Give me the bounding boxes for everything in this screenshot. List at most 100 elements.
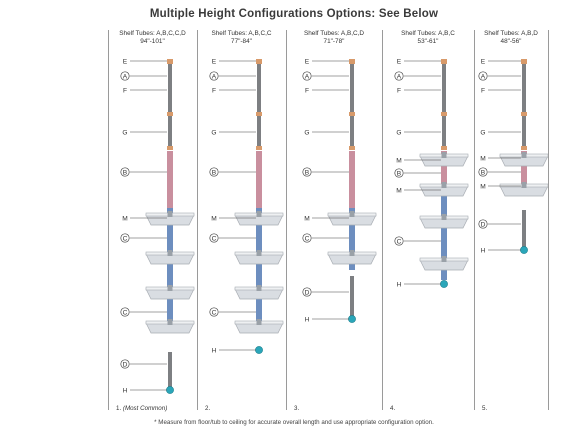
pole-coupler	[349, 112, 355, 116]
pole-tube-b	[349, 151, 355, 208]
shelf-tubes-label: Shelf Tubes: A,B,C,C	[211, 30, 272, 37]
footnote: * Measure from floor/tub to ceiling for …	[154, 419, 434, 426]
shelf-clamp	[256, 319, 262, 325]
pole-diagram: E AF G B M C C H	[209, 58, 284, 354]
part-label: E	[397, 58, 402, 65]
part-label: C	[123, 309, 128, 316]
part-label: B	[212, 169, 217, 176]
pole-tube-gray	[442, 64, 446, 114]
top-cap	[256, 59, 262, 64]
base-foot	[348, 315, 356, 323]
corner-shelf	[145, 211, 195, 226]
shelf-clamp	[167, 319, 173, 325]
corner-shelf	[419, 214, 469, 229]
pole-tube-b	[521, 151, 527, 185]
shelf-clamp	[349, 211, 355, 217]
part-label: H	[123, 387, 128, 394]
part-label-circle	[394, 168, 404, 178]
part-label-circle	[302, 287, 312, 297]
pole-tube-gray	[257, 64, 261, 114]
pole-tube-b	[167, 151, 173, 208]
config-number: 5.	[482, 405, 488, 412]
part-label-circle	[478, 167, 488, 177]
pole-tube-gray	[522, 116, 526, 148]
pole-tube-b	[441, 151, 447, 188]
part-label: C	[123, 235, 128, 242]
corner-shelf	[499, 182, 548, 197]
shelf-clamp	[521, 152, 527, 158]
base-foot	[440, 280, 448, 288]
part-label: A	[212, 73, 217, 80]
part-label: G	[304, 129, 309, 136]
pole-tube-gray	[257, 116, 261, 148]
pole-tube-gray	[442, 116, 446, 148]
corner-shelf	[419, 256, 469, 271]
part-label: M	[122, 215, 128, 222]
part-label: F	[305, 87, 309, 94]
part-label: G	[122, 129, 127, 136]
base-foot	[520, 246, 528, 254]
part-label: D	[305, 289, 310, 296]
part-label: H	[305, 316, 310, 323]
corner-shelf	[145, 319, 195, 334]
part-label: H	[481, 247, 486, 254]
pole-tube-gray	[522, 210, 526, 248]
shelf-tubes-label: Shelf Tubes: A,B,C	[401, 30, 455, 37]
part-label-circle	[394, 236, 404, 246]
part-label-circle	[120, 233, 130, 243]
column-divider	[286, 30, 287, 410]
corner-shelf	[145, 250, 195, 265]
part-label-circle	[120, 307, 130, 317]
part-label: C	[212, 309, 217, 316]
height-range: 94"-101"	[140, 38, 165, 45]
config-number: 3.	[294, 405, 300, 412]
shelf-clamp	[441, 214, 447, 220]
part-label: G	[211, 129, 216, 136]
shelf-clamp	[167, 285, 173, 291]
part-label: G	[396, 129, 401, 136]
shelf-clamp	[167, 211, 173, 217]
top-cap	[167, 59, 173, 64]
shelf-clamp	[441, 182, 447, 188]
part-label: B	[123, 169, 128, 176]
part-label: D	[123, 361, 128, 368]
pole-tube-gray	[522, 64, 526, 114]
panel-header: Shelf Tubes: A,B,C 53"-61"	[382, 30, 474, 46]
shelf-tubes-label: Shelf Tubes: A,B,C,C,D	[119, 30, 186, 37]
part-label-circle	[209, 71, 219, 81]
page-title: Multiple Height Configurations Options: …	[149, 8, 439, 20]
pole-tube-gray	[168, 64, 172, 114]
corner-shelf	[234, 250, 284, 265]
part-label-circle	[478, 71, 488, 81]
part-label: H	[212, 347, 217, 354]
part-label: M	[480, 155, 486, 162]
pole-tube-c	[349, 208, 355, 270]
config-note: (Most Common)	[122, 405, 168, 412]
part-label: E	[123, 58, 128, 65]
part-label: F	[397, 87, 401, 94]
part-label: M	[396, 187, 402, 194]
part-label: F	[481, 87, 485, 94]
height-range: 53"-61"	[417, 38, 439, 45]
pole-coupler	[256, 112, 262, 116]
column-divider	[474, 30, 475, 410]
part-label: B	[481, 169, 486, 176]
base-foot	[255, 346, 263, 354]
shelf-clamp	[349, 250, 355, 256]
shelf-clamp	[256, 250, 262, 256]
part-label: F	[212, 87, 216, 94]
part-label: E	[481, 58, 486, 65]
shelf-tubes-label: Shelf Tubes: A,B,D	[484, 30, 538, 37]
part-label: A	[481, 73, 486, 80]
pole-diagram: E AF G B M C D H	[302, 58, 377, 323]
part-label-circle	[120, 167, 130, 177]
corner-shelf	[499, 152, 548, 167]
shelf-clamp	[256, 211, 262, 217]
shelf-tubes-label: Shelf Tubes: A,B,C,D	[303, 30, 365, 37]
top-cap	[521, 59, 527, 64]
shelf-clamp	[441, 256, 447, 262]
